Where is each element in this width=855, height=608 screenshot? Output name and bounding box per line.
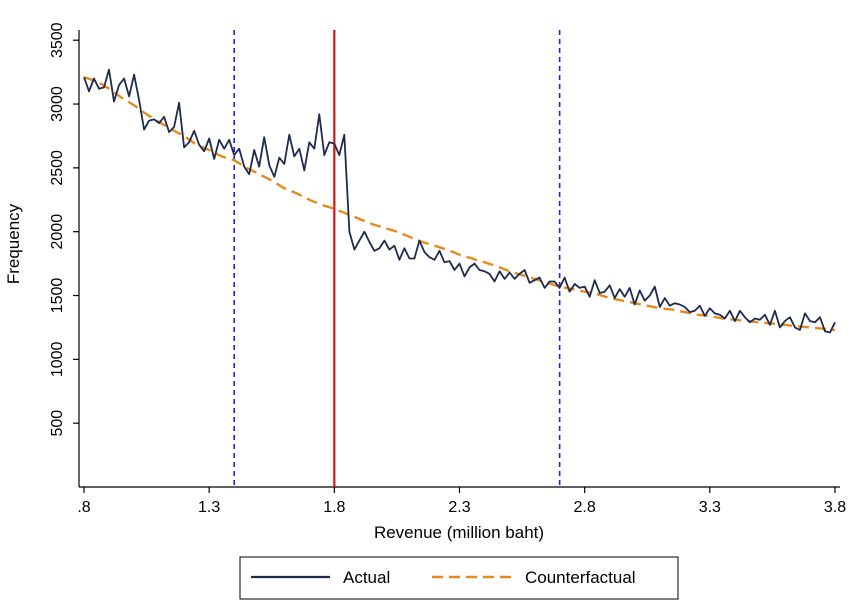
x-tick-label: 3.3 [699, 499, 721, 516]
x-axis-title: Revenue (million baht) [374, 523, 544, 542]
x-tick-label: 3.8 [824, 499, 846, 516]
legend-label-actual: Actual [343, 568, 390, 587]
y-tick-label: 500 [49, 410, 66, 437]
x-tick-label: 2.8 [574, 499, 596, 516]
y-tick-label: 1000 [49, 341, 66, 377]
y-tick-label: 2000 [49, 214, 66, 250]
series-line-actual [83, 68, 836, 334]
y-tick-label: 2500 [49, 150, 66, 186]
plot-frame [78, 30, 840, 488]
legend: Actual Counterfactual [239, 556, 679, 600]
x-tick-label: .8 [77, 499, 90, 516]
y-ticks: 500 1000 1500 2000 2500 3000 3500 [49, 22, 79, 437]
y-tick-label: 3500 [49, 22, 66, 58]
x-ticks: .8 1.3 1.8 2.3 2.8 3.3 3.8 [77, 487, 846, 516]
y-tick-label: 3000 [49, 86, 66, 122]
series-layer [83, 68, 836, 334]
x-tick-label: 1.8 [323, 499, 345, 516]
y-tick-label: 1500 [49, 278, 66, 314]
series-line-counterfactual [83, 76, 836, 332]
legend-label-counterfactual: Counterfactual [525, 568, 636, 587]
x-tick-label: 1.3 [198, 499, 220, 516]
reference-lines [233, 30, 561, 487]
x-tick-label: 2.3 [448, 499, 470, 516]
y-axis-title: Frequency [4, 203, 23, 284]
